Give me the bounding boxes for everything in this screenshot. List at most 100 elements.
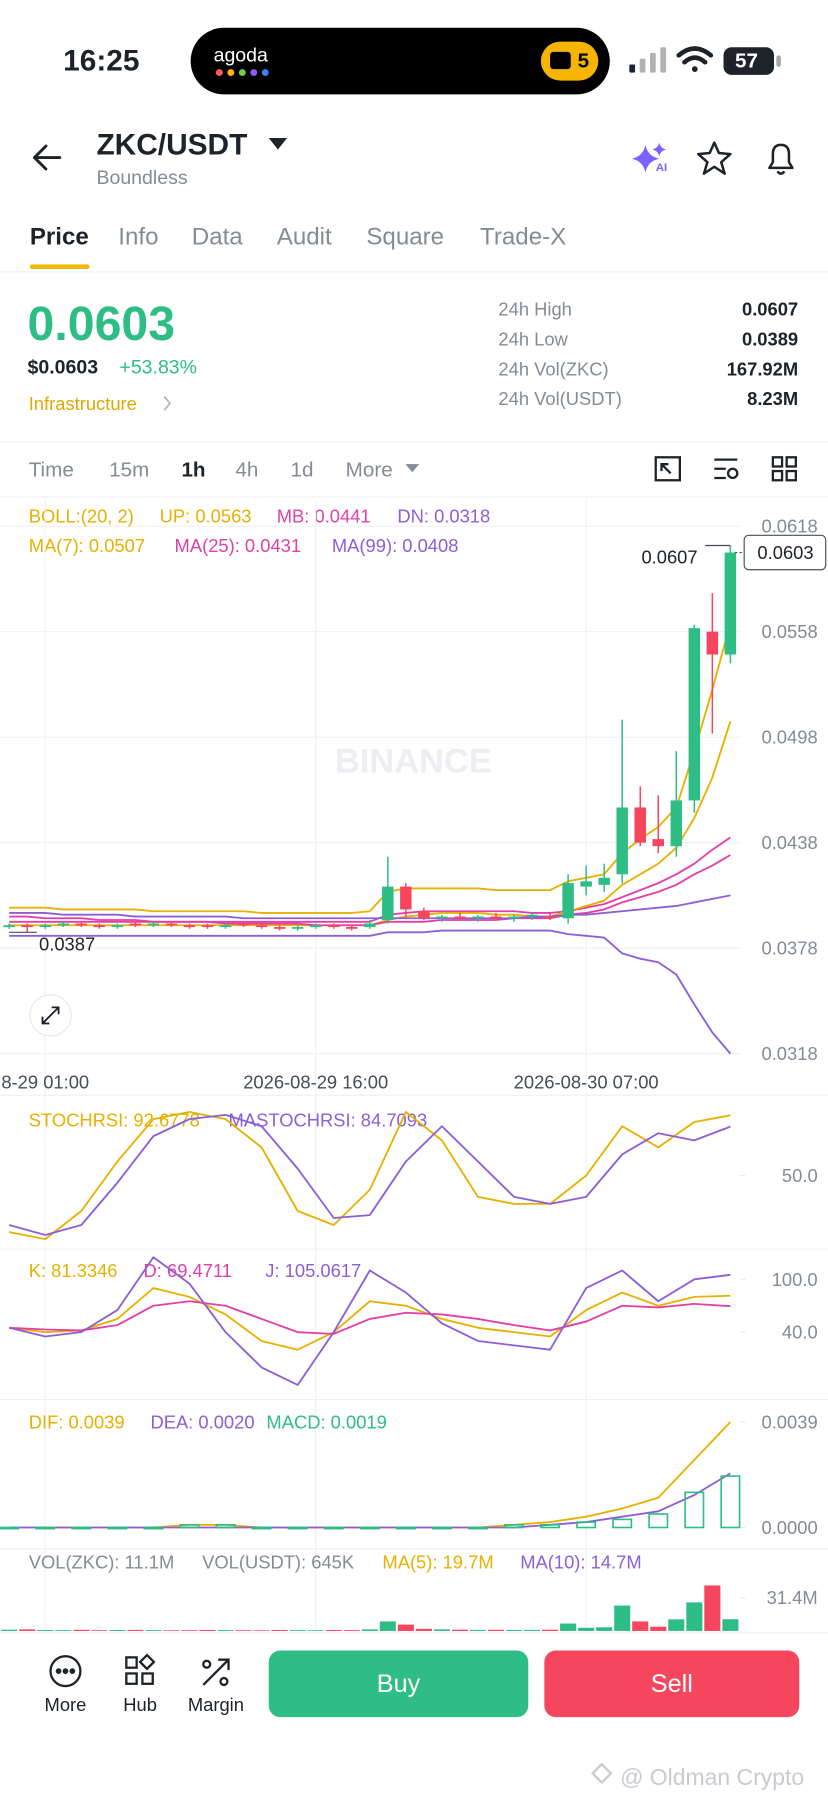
favorite-button[interactable] — [696, 141, 732, 175]
badge-icon — [550, 51, 571, 70]
nav-label[interactable]: Margin — [188, 1694, 244, 1715]
candle-body — [57, 923, 70, 926]
interval[interactable]: More — [346, 458, 393, 481]
candle-body — [634, 807, 646, 843]
volume-bar — [91, 1630, 108, 1631]
nav-label[interactable]: Hub — [123, 1694, 157, 1715]
candle-body — [93, 925, 106, 928]
expand-icon — [41, 1006, 60, 1025]
histogram-bar — [0, 1526, 20, 1530]
pair-dropdown[interactable] — [268, 138, 288, 150]
legend-entry: MA(25): 0.0431 — [175, 535, 302, 556]
nav-label[interactable]: More — [45, 1694, 87, 1715]
histogram-bar — [143, 1526, 164, 1530]
interval[interactable]: Time — [29, 458, 74, 481]
interval[interactable]: 1d — [291, 458, 314, 481]
histogram-bar — [107, 1526, 128, 1530]
candle-body — [129, 923, 142, 926]
volume-bar — [704, 1585, 721, 1631]
divider — [0, 496, 828, 498]
stat-label: 24h Vol(USDT) — [498, 388, 621, 409]
legend-entry: DEA: 0.0020 — [150, 1411, 254, 1432]
tab[interactable]: Price — [30, 223, 89, 250]
volume-bar — [181, 1630, 198, 1631]
divider — [0, 1548, 828, 1550]
indicator-line — [9, 622, 732, 914]
candle-body — [346, 927, 358, 929]
divider — [0, 441, 828, 443]
volume-bar — [415, 1628, 432, 1631]
indicator-line — [8, 1113, 731, 1236]
histogram-bar — [540, 1524, 561, 1529]
candle-body — [255, 925, 268, 928]
volume-bar — [235, 1630, 252, 1631]
indicator-line — [8, 1256, 731, 1386]
candle-body — [670, 800, 683, 847]
histogram-bar — [720, 1475, 741, 1529]
sell-label: Sell — [651, 1670, 693, 1698]
tab[interactable]: Data — [192, 223, 244, 250]
candle-body — [382, 886, 394, 921]
volume-bar — [379, 1621, 396, 1631]
sell-button[interactable] — [544, 1650, 800, 1718]
ai-button[interactable]: AI — [631, 142, 668, 174]
indicator-line — [9, 1111, 731, 1241]
stat-value: 0.0389 — [742, 329, 798, 350]
indicator-line — [9, 929, 732, 1055]
candle-body — [490, 916, 502, 919]
interval[interactable]: 15m — [109, 458, 149, 481]
buy-button[interactable] — [268, 1650, 529, 1718]
tab[interactable]: Square — [366, 223, 444, 250]
volume-bar — [109, 1630, 126, 1631]
volume-bar — [469, 1629, 487, 1631]
chart-watermark: BINANCE — [335, 743, 492, 781]
clock: 16:25 — [63, 45, 139, 78]
y-tick-label: 0.0498 — [762, 727, 818, 748]
tab[interactable]: Audit — [277, 223, 332, 250]
divider — [0, 1248, 828, 1250]
volume-bar — [37, 1630, 54, 1631]
indicator-line — [9, 1287, 731, 1351]
y-tick-label: 0.0558 — [762, 621, 818, 642]
more-icon[interactable] — [49, 1655, 82, 1688]
chart-tools[interactable] — [654, 456, 797, 482]
interval[interactable]: 1h — [181, 458, 205, 481]
volume-bar — [397, 1624, 414, 1631]
sector-tag[interactable]: Infrastructure — [29, 393, 137, 414]
volume-bar — [632, 1621, 649, 1631]
tab[interactable]: Trade-X — [480, 223, 566, 250]
candle-body — [364, 923, 376, 928]
legend-entry: MA(10): 14.7M — [520, 1552, 641, 1573]
candle-body — [75, 923, 88, 926]
histogram-bar — [71, 1526, 92, 1530]
legend-entry: MA(7): 0.0507 — [29, 535, 145, 556]
stat-value: 167.92M — [727, 358, 798, 379]
last-price-label: 0.0603 — [757, 542, 813, 563]
more-caret — [405, 464, 420, 473]
volume-bar — [686, 1602, 703, 1631]
histogram-bar — [684, 1491, 705, 1529]
candle-body — [706, 631, 719, 655]
legend-entry: D: 69.4711 — [144, 1260, 232, 1281]
stat-value: 8.23M — [747, 388, 798, 409]
pair-title[interactable]: ZKC/USDT — [96, 128, 247, 161]
chevron — [163, 395, 172, 411]
indicator-line — [9, 894, 731, 920]
indicator-label: BOLL:(20, 2) — [29, 505, 134, 526]
margin-icon[interactable] — [202, 1658, 230, 1687]
alert-button[interactable] — [768, 143, 794, 175]
volume-bar — [433, 1629, 450, 1631]
stat-label: 24h Low — [498, 329, 568, 350]
hub-icon[interactable] — [125, 1653, 156, 1685]
volume-bar — [361, 1629, 378, 1631]
volume-bar — [542, 1629, 559, 1631]
wifi — [676, 46, 714, 72]
volume-bar — [307, 1630, 324, 1631]
back-button[interactable] — [33, 144, 62, 171]
volume-bar — [1, 1629, 18, 1631]
x-tick-label: 8-29 01:00 — [1, 1072, 89, 1093]
interval[interactable]: 4h — [235, 458, 258, 481]
tab[interactable]: Info — [118, 223, 158, 250]
histogram-bar — [251, 1526, 272, 1530]
